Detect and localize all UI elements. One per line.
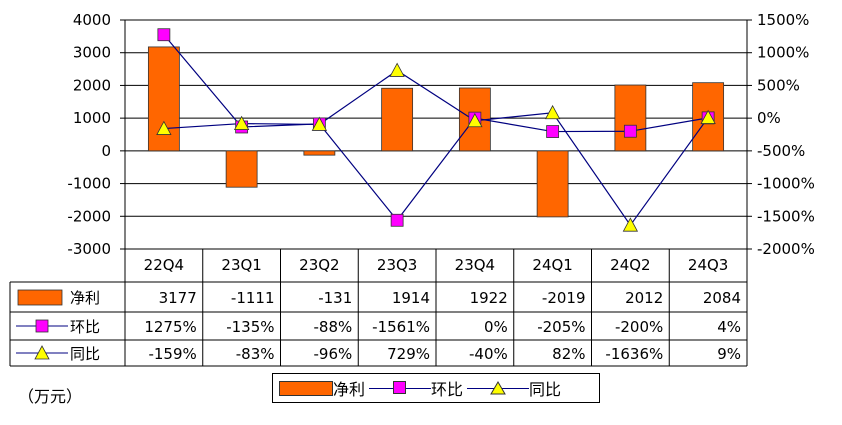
table-value: -135% xyxy=(226,318,274,336)
qoq-point-24Q1 xyxy=(546,125,560,138)
yoy-point-24Q1 xyxy=(544,104,561,120)
table-value: -96% xyxy=(313,345,352,363)
table-value: -205% xyxy=(537,318,585,336)
table-value: 2084 xyxy=(703,289,741,307)
row-key-triangle xyxy=(34,345,50,360)
row-label: 同比 xyxy=(70,345,100,363)
unit-label: （万元） xyxy=(18,387,83,406)
table-value: 1914 xyxy=(392,289,430,307)
table-value: -131 xyxy=(318,289,352,307)
legend-swatch-bar xyxy=(279,380,333,396)
table-value: -1111 xyxy=(231,289,275,307)
bar-series-net-profit xyxy=(147,46,725,218)
line-markers xyxy=(156,28,716,232)
table-value: 2012 xyxy=(625,289,663,307)
right-tick-label: -2000% xyxy=(757,240,815,258)
left-tick-label: 1000 xyxy=(73,109,111,127)
right-tick-label: -500% xyxy=(757,142,805,160)
table-value: 9% xyxy=(717,345,741,363)
yoy-point-24Q3 xyxy=(700,109,716,124)
right-tick-label: 500% xyxy=(757,76,800,94)
left-tick-label: -3000 xyxy=(67,240,111,258)
legend: 净利 环比 同比 xyxy=(272,373,600,403)
yoy-point-24Q2 xyxy=(622,217,639,232)
table-value: 3177 xyxy=(159,289,197,307)
plot-frame xyxy=(124,19,748,250)
left-tick-label: 4000 xyxy=(73,11,111,29)
category-label: 24Q1 xyxy=(532,256,572,274)
category-label: 22Q4 xyxy=(144,256,184,274)
row-key-square xyxy=(35,319,49,333)
table-value: -1561% xyxy=(372,318,430,336)
category-label: 24Q3 xyxy=(688,256,728,274)
row-label: 环比 xyxy=(70,318,100,336)
axes: 4000 3000 2000 1000 0 -1000 -2000 -3000 1500% 100… xyxy=(67,11,814,258)
table-value: -159% xyxy=(148,345,196,363)
legend-item-qoq: 环比 xyxy=(369,376,463,400)
category-label: 23Q4 xyxy=(455,256,495,274)
bar-24Q2 xyxy=(614,84,647,152)
table-value: -200% xyxy=(615,318,663,336)
row-label: 净利 xyxy=(70,289,100,307)
bar-23Q2 xyxy=(303,150,336,156)
table-value: 0% xyxy=(484,318,508,336)
bar-24Q1 xyxy=(536,150,569,218)
left-tick-label: 3000 xyxy=(73,44,111,62)
category-label: 23Q3 xyxy=(377,256,417,274)
line-series xyxy=(163,34,709,227)
category-label: 23Q2 xyxy=(299,256,339,274)
data-table: 22Q4 23Q1 23Q2 23Q3 23Q4 24Q1 24Q2 24Q3 净利 3177 -1… xyxy=(9,248,748,367)
line-qoq xyxy=(163,34,709,222)
legend-label: 净利 xyxy=(333,380,366,399)
left-tick-label: -2000 xyxy=(67,207,111,225)
right-tick-label: 1500% xyxy=(757,11,809,29)
legend-swatch-triangle-line xyxy=(467,381,530,395)
legend-item-yoy: 同比 xyxy=(467,376,561,400)
qoq-point-22Q4 xyxy=(157,28,171,42)
yoy-point-23Q1 xyxy=(233,115,250,130)
line-yoy xyxy=(163,69,709,227)
row-key-bar xyxy=(17,289,63,306)
table-value: 1275% xyxy=(144,318,196,336)
yoy-point-22Q4 xyxy=(156,120,172,135)
bar-23Q1 xyxy=(225,150,258,188)
legend-label: 环比 xyxy=(431,380,464,399)
table-value: 1922 xyxy=(470,289,508,307)
category-label: 24Q2 xyxy=(610,256,650,274)
table-value: 82% xyxy=(552,345,585,363)
left-tick-label: -1000 xyxy=(67,175,111,193)
qoq-point-23Q3 xyxy=(390,213,404,227)
right-tick-label: 0% xyxy=(757,109,781,127)
right-tick-label: -1500% xyxy=(757,207,815,225)
table-value: -40% xyxy=(469,345,508,363)
left-tick-label: 0 xyxy=(101,142,111,160)
legend-label: 同比 xyxy=(529,380,562,399)
yoy-point-23Q2 xyxy=(311,116,328,131)
category-label: 23Q1 xyxy=(221,256,261,274)
legend-swatch-square-line xyxy=(369,381,432,395)
gridlines xyxy=(125,19,747,250)
bar-22Q4 xyxy=(147,46,180,152)
right-tick-label: 1000% xyxy=(757,44,809,62)
table-value: -83% xyxy=(236,345,275,363)
right-tick-label: -1000% xyxy=(757,175,815,193)
bar-23Q3 xyxy=(381,87,414,152)
legend-item-net-profit: 净利 xyxy=(279,376,365,400)
left-tick-label: 2000 xyxy=(73,76,111,94)
table-value: 4% xyxy=(717,318,741,336)
table-value: 729% xyxy=(387,345,430,363)
table-value: -88% xyxy=(313,318,352,336)
table-value: -2019 xyxy=(542,289,586,307)
yoy-point-23Q4 xyxy=(467,112,483,128)
yoy-point-23Q3 xyxy=(389,62,405,77)
qoq-point-24Q2 xyxy=(623,124,637,138)
table-value: -1636% xyxy=(605,345,663,363)
